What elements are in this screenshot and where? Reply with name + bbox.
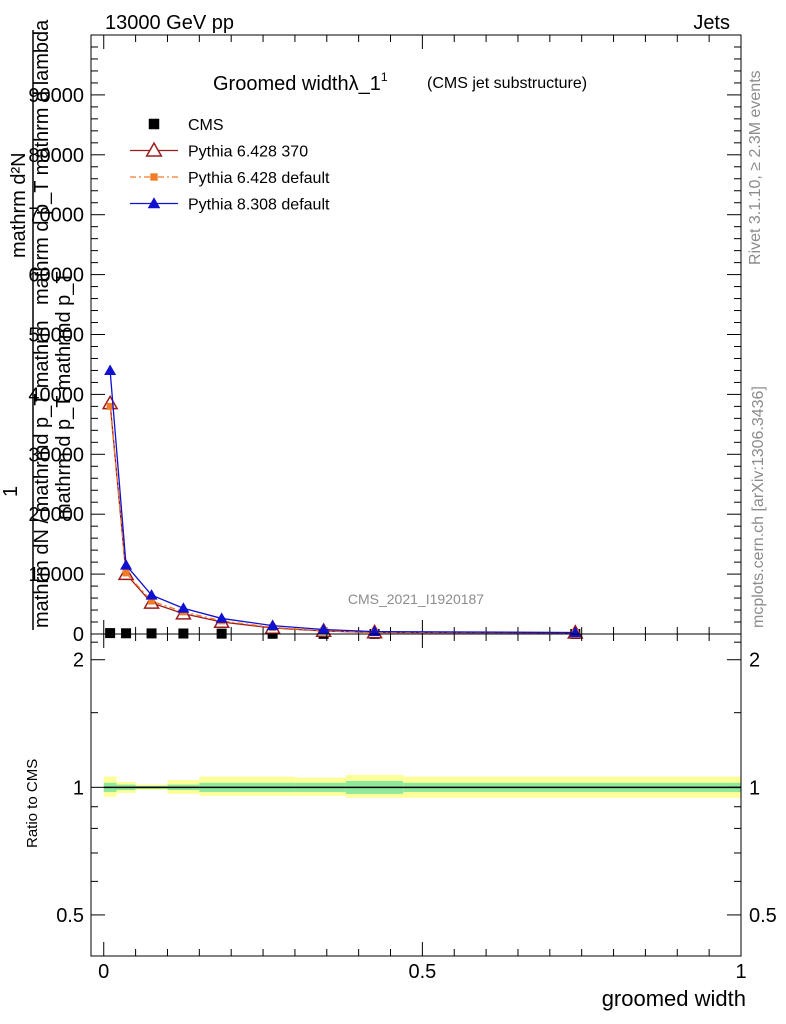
series-pythia-6-428-default [106,402,579,637]
main-y-tick-label: 10000 [28,564,84,586]
data-point [148,597,156,605]
ratio-y-tick-labels: 0.5 0.5 1 1 2 2 [56,650,777,927]
mcplots-reference-label: mcplots.cern.ch [arXiv:1306.3436] [750,386,767,628]
data-point [105,628,116,639]
ratio-y-tick-label-right: 2 [749,650,760,672]
main-series-layer [101,364,584,639]
ratio-y-tick-label-right: 1 [749,777,760,799]
ratio-frame [90,633,742,957]
rivet-version-label: Rivet 3.1.10, ≥ 2.3M events [747,70,764,265]
main-panel: 0 10000 20000 30000 40000 50000 60000 70000 8000… [0,19,742,646]
data-point [120,559,133,570]
header-process: Jets [693,12,730,34]
x-tick-label: 1 [735,961,746,983]
data-point [106,402,114,410]
y-label-line-5: mathrm d p_T mathrmd p_T [53,271,75,520]
data-point [215,612,228,623]
data-point [104,364,117,375]
series-line [109,370,576,634]
ratio-y-tick-label-left: 0.5 [56,905,84,927]
legend: CMS Pythia 6.428 370 Pythia 6.428 default P… [130,117,330,214]
series-pythia-6-428-370 [101,394,584,639]
legend-marker [150,173,158,181]
x-tick-label: 0 [98,961,109,983]
legend-label: Pythia 6.428 370 [188,144,308,161]
series-line [109,406,576,634]
main-y-tick-label: 0 [73,624,84,646]
chart-title-superscript: 1 [381,70,388,84]
main-y-tick-label: 20000 [28,504,84,526]
ratio-y-tick-label-right: 0.5 [749,905,777,927]
data-point [121,628,132,639]
data-point [317,623,330,635]
legend-marker [147,197,161,209]
chart-subtitle: (CMS jet substructure) [427,75,587,92]
x-tick-label: 0.5 [408,961,436,983]
x-tick-labels: 0 0.5 1 [98,961,746,983]
main-y-tick-label: 70000 [28,205,84,227]
main-y-tick-label: 90000 [28,85,84,107]
data-point [146,628,157,639]
series-line [109,403,576,634]
ratio-y-tick-label-left: 2 [73,650,84,672]
ratio-y-tick-label-left: 1 [73,777,84,799]
legend-marker [148,118,160,130]
ratio-y-axis-label: Ratio to CMS [24,759,41,848]
data-point [266,619,279,631]
data-point [145,589,158,600]
y-label-line-3: 1 [0,486,22,497]
ratio-uncertainty-bands [103,774,741,798]
main-y-tick-labels: 0 10000 20000 30000 40000 50000 60000 70000 8000… [28,85,84,646]
main-y-tick-label: 60000 [28,265,84,287]
main-y-tick-label: 50000 [28,325,84,347]
header-energy: 13000 GeV pp [105,12,234,34]
data-point [177,602,190,613]
main-y-tick-label: 30000 [28,444,84,466]
data-point [122,569,130,577]
series-pythia-8-308-default [104,364,582,638]
chart-title-main: Groomed widthλ_1 [213,73,381,95]
legend-label: Pythia 6.428 default [188,170,330,187]
ratio-panel: 0.5 0.5 1 1 2 2 Ratio to CMS [24,633,777,957]
y-label-line-1: mathrm d²N [8,152,30,258]
legend-label: Pythia 8.308 default [188,197,330,214]
legend-marker [145,141,163,157]
main-y-tick-label: 40000 [28,384,84,406]
chart-title: Groomed widthλ_11 [213,70,388,95]
y-label-line-2: mathrm d p_T mathrm d lambda [31,19,53,305]
data-point [368,625,381,637]
x-axis-label: groomed width [602,986,746,1011]
y-label-line-4: mathrm dN / mathrmd p_T mathrm [31,321,53,628]
main-y-tick-label: 80000 [28,145,84,167]
main-y-axis-label: mathrm d²N mathrm d p_T mathrm d lambda … [0,19,75,630]
analysis-watermark: CMS_2021_I1920187 [348,591,484,607]
legend-label: CMS [188,117,224,134]
ratio-axis-ticks [91,634,742,957]
